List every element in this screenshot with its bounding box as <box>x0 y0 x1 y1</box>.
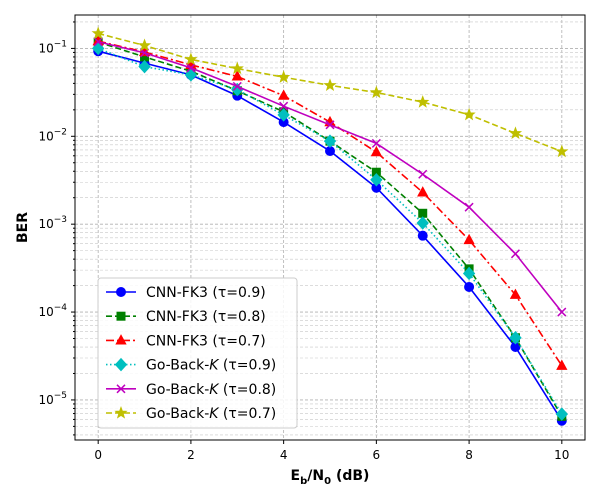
data-point <box>510 249 520 259</box>
series-6 <box>91 26 569 158</box>
y-tick-label: 10−1 <box>38 39 67 55</box>
data-point <box>462 107 476 121</box>
data-point <box>370 173 383 187</box>
legend-label: Go-Back-K (τ=0.8) <box>146 382 276 398</box>
data-point <box>323 78 337 91</box>
data-point <box>91 26 105 40</box>
y-axis-label: BER <box>15 212 31 243</box>
data-point <box>417 186 429 197</box>
legend-label: Go-Back-K (τ=0.7) <box>146 406 276 422</box>
series-line <box>97 47 563 415</box>
data-point <box>555 144 569 158</box>
x-tick-label: 8 <box>465 448 473 462</box>
legend-box <box>97 277 298 429</box>
data-point <box>232 81 242 91</box>
series-4 <box>92 41 568 421</box>
data-point <box>138 59 151 74</box>
series-group <box>91 26 569 426</box>
data-point <box>140 48 150 58</box>
series-line <box>97 32 563 153</box>
legend-label: Go-Back-K (τ=0.9) <box>146 358 276 374</box>
data-point <box>463 233 475 245</box>
y-tick-label: 10−4 <box>38 303 67 319</box>
data-point <box>231 70 243 81</box>
legend-marker <box>116 287 126 297</box>
data-point <box>93 37 103 47</box>
data-point <box>279 101 289 111</box>
data-point <box>417 230 428 241</box>
data-point <box>509 288 522 299</box>
legend-marker <box>115 334 127 345</box>
legend-entry-5: Go-Back-K (τ=0.8) <box>106 382 276 398</box>
data-point <box>556 359 568 370</box>
data-point <box>184 68 198 82</box>
x-tick-label: 2 <box>187 448 195 462</box>
data-point <box>186 63 196 73</box>
y-tick-label: 10−5 <box>38 391 67 407</box>
legend-entry-3: CNN-FK3 (τ=0.7) <box>106 333 266 349</box>
data-point <box>230 61 244 75</box>
y-tick-label: 10−3 <box>38 215 67 231</box>
data-point <box>370 145 383 157</box>
x-axis-label: Eb/N0 (dB) <box>291 468 370 487</box>
data-point <box>277 108 290 122</box>
data-point <box>462 266 476 281</box>
legend: CNN-FK3 (τ=0.9) CNN-FK3 (τ=0.8) CNN-FK3 (τ… <box>97 277 298 429</box>
legend-marker <box>114 406 128 419</box>
series-5 <box>93 37 567 317</box>
x-tick-label: 10 <box>554 448 569 462</box>
data-point <box>137 38 152 52</box>
data-point <box>371 138 381 148</box>
x-tick-label: 6 <box>373 448 381 462</box>
legend-label: CNN-FK3 (τ=0.9) <box>146 285 266 301</box>
data-point <box>323 134 337 148</box>
data-point <box>277 70 291 83</box>
legend-entry-4: Go-Back-K (τ=0.9) <box>106 358 276 374</box>
data-point <box>555 407 568 421</box>
plot-frame <box>74 14 586 441</box>
series-1 <box>93 46 567 426</box>
data-point <box>464 202 474 212</box>
x-tick-label: 0 <box>94 448 102 462</box>
data-point <box>418 208 428 218</box>
data-point <box>418 169 428 179</box>
data-point <box>557 307 567 317</box>
data-point <box>325 120 335 130</box>
data-point <box>464 281 475 292</box>
data-point <box>416 95 430 108</box>
data-point <box>277 89 290 100</box>
axis-ticks: 0 2 4 6 8 10 10−5 10−4 10−3 10−2 10−1 <box>38 21 569 462</box>
legend-label: CNN-FK3 (τ=0.8) <box>146 309 266 325</box>
legend-entry-1: CNN-FK3 (τ=0.9) <box>106 285 266 301</box>
x-tick-label: 4 <box>280 448 288 462</box>
y-tick-label: 10−2 <box>38 127 67 143</box>
data-point <box>184 52 198 66</box>
legend-label: CNN-FK3 (τ=0.7) <box>146 333 266 349</box>
data-point <box>508 126 523 139</box>
legend-entry-6: Go-Back-K (τ=0.7) <box>106 406 276 422</box>
legend-marker <box>116 311 126 321</box>
legend-marker <box>116 384 126 394</box>
data-point <box>416 216 429 230</box>
data-point <box>509 331 522 345</box>
legend-marker <box>114 357 128 372</box>
data-point <box>369 85 383 99</box>
legend-entry-2: CNN-FK3 (τ=0.8) <box>106 309 266 325</box>
